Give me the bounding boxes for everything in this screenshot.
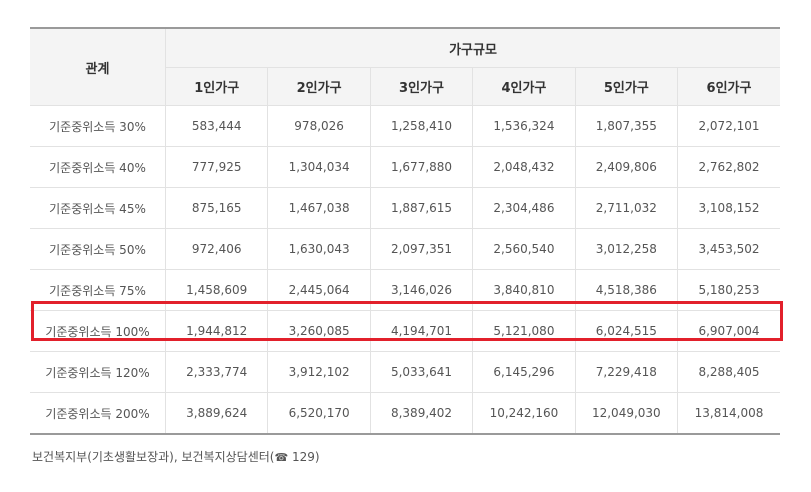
column-header: 6인가구 xyxy=(677,67,780,106)
income-table-wrapper: 관계 가구규모 1인가구 2인가구 3인가구 4인가구 5인가구 6인가구 기준중위소득 … xyxy=(30,27,780,435)
table-cell: 10,242,160 xyxy=(472,392,576,434)
table-cell: 8,389,402 xyxy=(369,392,473,434)
table-cell: 2,445,064 xyxy=(267,269,371,311)
table-cell: 6,024,515 xyxy=(574,310,678,352)
table-cell: 1,258,410 xyxy=(369,105,473,147)
table-cell: 3,146,026 xyxy=(369,269,473,311)
table-cell: 2,560,540 xyxy=(472,228,576,270)
relation-header: 관계 xyxy=(30,28,166,106)
table-cell: 1,944,812 xyxy=(164,310,268,352)
table-cell: 1,887,615 xyxy=(369,187,473,229)
table-cell: 3,840,810 xyxy=(472,269,576,311)
table-cell: 972,406 xyxy=(164,228,268,270)
table-cell: 1,467,038 xyxy=(267,187,371,229)
table-cell: 12,049,030 xyxy=(574,392,678,434)
table-cell: 3,012,258 xyxy=(574,228,678,270)
table-cell: 777,925 xyxy=(164,146,268,188)
table-cell: 3,912,102 xyxy=(267,351,371,393)
median-income-table: 관계 가구규모 1인가구 2인가구 3인가구 4인가구 5인가구 6인가구 기준중위소득 … xyxy=(30,27,780,435)
table-cell: 8,288,405 xyxy=(677,351,780,393)
table-cell: 978,026 xyxy=(267,105,371,147)
table-cell: 583,444 xyxy=(164,105,268,147)
row-label: 기준중위소득 200% xyxy=(45,406,150,421)
table-row: 기준중위소득 100% 1,944,812 3,260,085 4,194,701 5,… xyxy=(30,310,780,352)
table-row: 기준중위소득 40% 777,925 1,304,034 1,677,880 2,048… xyxy=(30,146,780,188)
row-label: 기준중위소득 40% xyxy=(30,146,166,188)
column-header: 1인가구 xyxy=(165,67,268,106)
table-cell: 1,536,324 xyxy=(472,105,576,147)
row-label: 기준중위소득 120% xyxy=(30,351,166,393)
table-cell: 7,229,418 xyxy=(574,351,678,393)
table-cell: 5,180,253 xyxy=(677,269,780,311)
table-row: 기준중위소득 45% 875,165 1,467,038 1,887,615 2,304… xyxy=(30,187,780,229)
table-body: 기준중위소득 30% 583,444 978,026 1,258,410 1,536,3… xyxy=(30,105,780,434)
table-cell: 13,814,008 xyxy=(677,392,780,434)
table-cell: 2,409,806 xyxy=(574,146,678,188)
table-row: 기준중위소득 200% 3,889,624 6,520,170 8,389,402 10… xyxy=(30,392,780,434)
table-cell: 6,907,004 xyxy=(677,310,780,352)
table-cell: 2,333,774 xyxy=(164,351,268,393)
table-cell: 3,453,502 xyxy=(677,228,780,270)
table-cell: 1,458,609 xyxy=(164,269,268,311)
table-cell: 3,108,152 xyxy=(677,187,780,229)
row-label: 기준중위소득 100% xyxy=(30,310,166,352)
table-cell: 875,165 xyxy=(164,187,268,229)
column-header: 5인가구 xyxy=(574,67,678,106)
row-label: 기준중위소득 30% xyxy=(30,105,166,147)
column-header: 2인가구 xyxy=(267,67,371,106)
table-cell: 2,072,101 xyxy=(677,105,780,147)
table-cell: 6,520,170 xyxy=(267,392,371,434)
table-row: 기준중위소득 50% 972,406 1,630,043 2,097,351 2,560… xyxy=(30,228,780,270)
table-cell: 2,097,351 xyxy=(369,228,473,270)
table-cell: 1,807,355 xyxy=(574,105,678,147)
table-cell: 5,121,080 xyxy=(472,310,576,352)
table-cell: 3,260,085 xyxy=(267,310,371,352)
table-cell: 1,677,880 xyxy=(369,146,473,188)
household-size-header: 가구규모 xyxy=(165,28,780,68)
table-cell: 3,889,624 xyxy=(164,392,268,434)
table-cell: 1,630,043 xyxy=(267,228,371,270)
table-cell: 4,194,701 xyxy=(369,310,473,352)
table-cell: 1,304,034 xyxy=(267,146,371,188)
row-label: 기준중위소득 45% xyxy=(30,187,166,229)
row-label: 기준중위소득 50% xyxy=(30,228,166,270)
column-header-row: 1인가구 2인가구 3인가구 4인가구 5인가구 6인가구 xyxy=(30,67,780,106)
table-row: 기준중위소득 120% 2,333,774 3,912,102 5,033,641 6,… xyxy=(30,351,780,393)
phone-icon: ☎ xyxy=(274,451,289,464)
row-label: 기준중위소득 75% xyxy=(30,269,166,311)
table-header: 관계 가구규모 1인가구 2인가구 3인가구 4인가구 5인가구 6인가구 xyxy=(30,28,780,106)
table-cell: 2,711,032 xyxy=(574,187,678,229)
column-header: 3인가구 xyxy=(369,67,473,106)
table-row: 기준중위소득 30% 583,444 978,026 1,258,410 1,536,3… xyxy=(30,105,780,147)
table-cell: 5,033,641 xyxy=(369,351,473,393)
column-header: 4인가구 xyxy=(472,67,576,106)
source-note: 보건복지부(기초생활보장과), 보건복지상담센터(☎ 129) xyxy=(32,448,320,465)
table-cell: 4,518,386 xyxy=(574,269,678,311)
table-cell: 6,145,296 xyxy=(472,351,576,393)
table-row: 기준중위소득 75% 1,458,609 2,445,064 3,146,026 3,8… xyxy=(30,269,780,311)
table-cell: 2,048,432 xyxy=(472,146,576,188)
source-text: 보건복지부(기초생활보장과), 보건복지상담센터( xyxy=(32,450,275,464)
table-cell: 2,762,802 xyxy=(677,146,780,188)
table-cell: 2,304,486 xyxy=(472,187,576,229)
phone-number: 129) xyxy=(288,450,320,464)
